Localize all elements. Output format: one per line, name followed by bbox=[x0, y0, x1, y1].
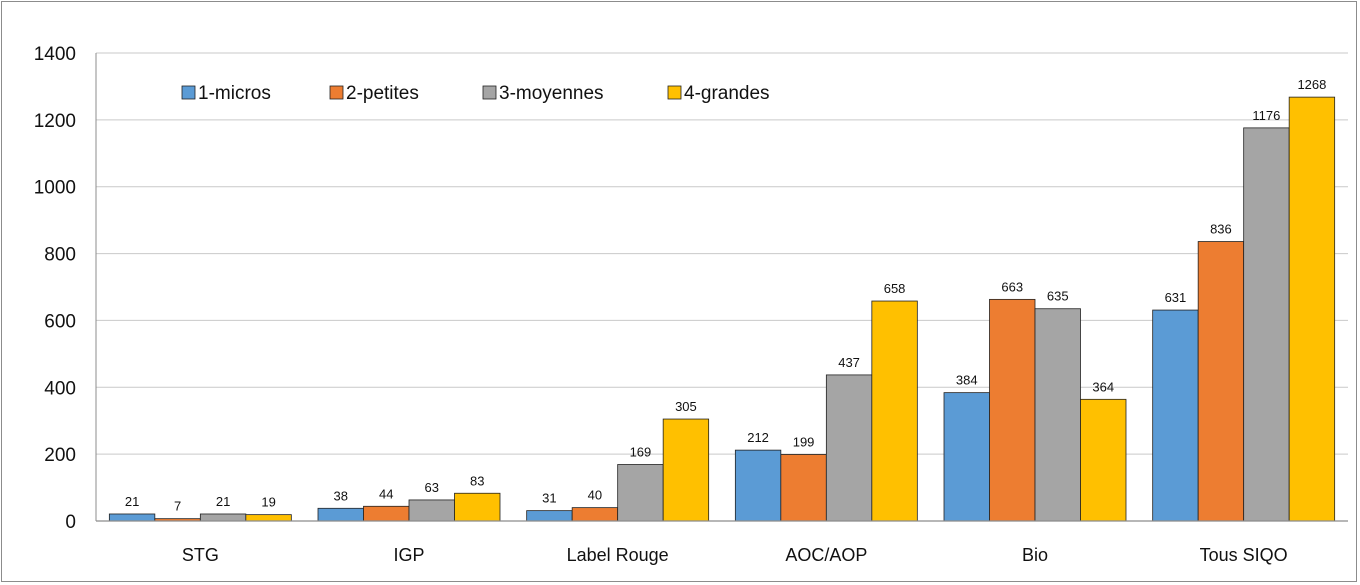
data-label: 384 bbox=[956, 373, 978, 388]
data-label: 83 bbox=[470, 473, 484, 488]
data-label: 21 bbox=[125, 494, 139, 509]
bars bbox=[108, 96, 1336, 522]
bar-3-moyennes-Bio bbox=[1034, 308, 1081, 522]
x-category-label: STG bbox=[182, 545, 219, 565]
bar-2-petites-AOC/AOP bbox=[780, 454, 827, 522]
bar-2-petites-Bio bbox=[989, 298, 1036, 522]
data-label: 19 bbox=[261, 495, 275, 510]
legend-swatch-2-petites bbox=[329, 85, 344, 100]
x-category-label: AOC/AOP bbox=[785, 545, 867, 565]
data-label: 169 bbox=[630, 445, 652, 460]
legend: 1-micros 2-petites 3-moyennes 4-grandes bbox=[181, 83, 770, 104]
bar-3-moyennes-Label Rouge bbox=[617, 464, 664, 522]
legend-label: 2-petites bbox=[346, 83, 419, 104]
data-label: 1268 bbox=[1297, 77, 1326, 92]
data-label: 364 bbox=[1092, 379, 1114, 394]
data-label: 31 bbox=[542, 491, 556, 506]
y-tick-label: 1400 bbox=[34, 44, 76, 65]
bar-4-grandes-Tous SIQO bbox=[1288, 96, 1336, 522]
bar-4-grandes-Label Rouge bbox=[662, 418, 710, 522]
data-label: 38 bbox=[334, 488, 348, 503]
x-axis: STG IGP Label Rouge AOC/AOP Bio Tous SIQO bbox=[96, 520, 1348, 565]
data-label: 305 bbox=[675, 399, 697, 414]
bar-3-moyennes-STG bbox=[199, 513, 247, 522]
bar-2-petites-Label Rouge bbox=[571, 507, 619, 522]
bar-3-moyennes-AOC/AOP bbox=[825, 374, 873, 522]
data-labels: 21 7 21 19 38 44 63 83 31 40 169 305 212 199 437 658 384… bbox=[125, 77, 1327, 514]
data-label: 1176 bbox=[1252, 108, 1280, 123]
bar-2-petites-IGP bbox=[363, 505, 410, 522]
data-label: 40 bbox=[588, 488, 602, 503]
data-label: 836 bbox=[1210, 222, 1232, 237]
y-tick-label: 1200 bbox=[34, 111, 76, 132]
bar-2-petites-Tous SIQO bbox=[1197, 241, 1245, 522]
data-label: 631 bbox=[1165, 290, 1187, 305]
data-label: 663 bbox=[1001, 279, 1023, 294]
bar-3-moyennes-IGP bbox=[408, 499, 455, 522]
data-label: 7 bbox=[174, 499, 181, 514]
data-label: 437 bbox=[838, 355, 860, 370]
y-tick-label: 800 bbox=[44, 245, 76, 266]
data-label: 44 bbox=[379, 486, 393, 501]
y-tick-label: 200 bbox=[44, 445, 76, 466]
y-tick-label: 1000 bbox=[34, 178, 76, 199]
bar-4-grandes-AOC/AOP bbox=[871, 300, 918, 522]
data-label: 199 bbox=[793, 434, 815, 449]
x-category-label: Bio bbox=[1022, 545, 1048, 565]
bar-1-micros-IGP bbox=[317, 507, 364, 522]
bar-1-micros-Label Rouge bbox=[526, 510, 573, 522]
data-label: 658 bbox=[884, 281, 906, 296]
data-label: 63 bbox=[425, 480, 439, 495]
legend-swatch-1-micros bbox=[181, 85, 196, 100]
legend-label: 4-grandes bbox=[684, 83, 770, 104]
legend-label: 3-moyennes bbox=[499, 83, 604, 104]
bar-1-micros-AOC/AOP bbox=[734, 449, 782, 522]
y-tick-label: 0 bbox=[65, 512, 76, 533]
bar-1-micros-STG bbox=[108, 513, 156, 522]
x-category-label: IGP bbox=[393, 545, 424, 565]
data-label: 635 bbox=[1047, 289, 1069, 304]
bar-4-grandes-Bio bbox=[1080, 398, 1127, 522]
bar-4-grandes-STG bbox=[245, 514, 292, 522]
y-tick-label: 400 bbox=[44, 378, 76, 399]
x-category-label: Label Rouge bbox=[567, 545, 669, 565]
data-label: 21 bbox=[216, 494, 230, 509]
bar-3-moyennes-Tous SIQO bbox=[1243, 127, 1290, 522]
data-label: 212 bbox=[747, 430, 769, 445]
legend-swatch-3-moyennes bbox=[482, 85, 497, 100]
y-tick-label: 600 bbox=[44, 311, 76, 332]
y-axis-ticks: 0 200 400 600 800 1000 1200 1400 bbox=[34, 44, 76, 533]
bar-4-grandes-IGP bbox=[454, 492, 501, 522]
x-category-label: Tous SIQO bbox=[1200, 545, 1288, 565]
bar-1-micros-Tous SIQO bbox=[1152, 309, 1199, 522]
bar-1-micros-Bio bbox=[943, 392, 990, 522]
legend-label: 1-micros bbox=[198, 83, 271, 104]
legend-swatch-4-grandes bbox=[667, 85, 682, 100]
